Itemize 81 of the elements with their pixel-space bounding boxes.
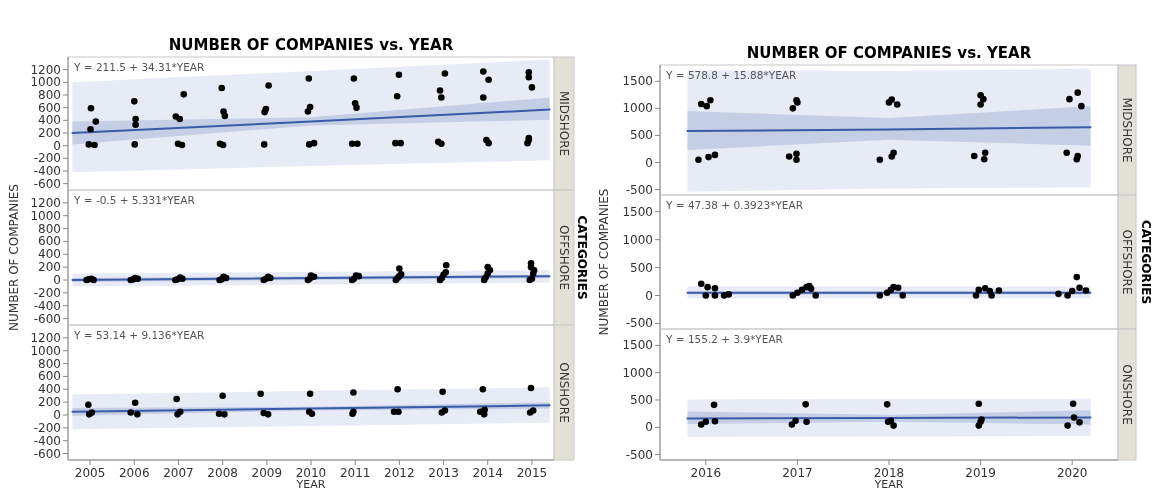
y-tick-label: 0: [645, 288, 653, 303]
text: CATEGORIES: [1139, 219, 1153, 305]
y-tick-label: 1000: [30, 208, 61, 223]
x-tick-label: 2007: [163, 466, 194, 480]
y-tick-label: 800: [38, 356, 61, 371]
y-tick-label: 200: [38, 395, 61, 410]
text: MIDSHORE: [1120, 97, 1134, 163]
y-tick-label: -500: [625, 182, 653, 197]
y-tick-label: 600: [38, 100, 61, 115]
text: OFFSHORE: [1120, 229, 1134, 295]
y-tick-label: -200: [33, 420, 61, 435]
x-tick-label: 2008: [207, 466, 238, 480]
y-tick-label: 600: [38, 234, 61, 249]
text: ONSHORE: [1120, 364, 1134, 425]
x-axis-title: YEAR: [295, 478, 326, 488]
y-tick-label: 1500: [622, 338, 653, 353]
y-axis-title: NUMBER OF COMPANIES: [597, 188, 611, 336]
y-tick-label: 0: [53, 273, 61, 287]
x-tick-label: 2013: [428, 466, 459, 480]
y-tick-label: 400: [38, 247, 61, 262]
y-tick-label: 0: [53, 138, 61, 153]
y-tick-label: -200: [33, 285, 61, 300]
y-axis-title: NUMBER OF COMPANIES: [7, 184, 21, 331]
text: CATEGORIES: [575, 215, 589, 300]
x-tick-label: 2014: [472, 466, 503, 480]
x-tick-label: 2012: [384, 466, 415, 480]
y-tick-label: -600: [33, 176, 61, 191]
x-tick-label: 2019: [965, 466, 996, 480]
y-tick-label: -400: [33, 298, 61, 313]
y-tick-label: -400: [33, 164, 61, 178]
x-tick-label: 2005: [74, 466, 106, 480]
y-tick-label: 400: [38, 113, 61, 128]
y-tick-label: 600: [38, 369, 61, 384]
annotation: Y = 47.38 + 0.3923*YEAR: [665, 199, 803, 211]
y-tick-label: 1000: [30, 75, 61, 90]
x-axis-title: YEAR: [873, 478, 904, 488]
annotation: Y = 155.2 + 3.9*YEAR: [665, 333, 783, 345]
y-tick-label: 800: [38, 221, 61, 236]
x-tick-label: 2010: [295, 466, 327, 480]
text: MIDSHORE: [557, 90, 571, 157]
y-tick-label: 1200: [30, 62, 61, 77]
chart-title: NUMBER OF COMPANIES vs. YEAR: [168, 36, 454, 54]
x-tick-label: 2017: [782, 466, 813, 480]
y-tick-label: -600: [33, 446, 61, 461]
y-tick-label: 1000: [622, 232, 653, 247]
y-tick-label: 500: [630, 260, 653, 275]
y-tick-label: 1000: [30, 343, 61, 358]
annotation: Y = 211.5 + 34.31*YEAR: [73, 61, 205, 73]
y-tick-label: -500: [625, 316, 653, 331]
chart-title: NUMBER OF COMPANIES vs. YEAR: [746, 44, 1032, 62]
y-tick-label: -400: [33, 433, 61, 448]
y-tick-label: 200: [38, 260, 61, 275]
x-tick-label: 2011: [339, 466, 371, 480]
x-tick-label: 2020: [1056, 466, 1088, 480]
x-tick-label: 2015: [516, 466, 548, 480]
y-tick-label: -200: [33, 151, 61, 166]
x-tick-label: 2006: [119, 466, 150, 480]
y-tick-label: 1500: [622, 204, 653, 219]
annotation: Y = -0.5 + 5.331*YEAR: [73, 194, 195, 206]
y-tick-label: -600: [33, 311, 61, 326]
x-tick-label: 2009: [251, 466, 283, 480]
y-tick-label: 1000: [622, 365, 653, 380]
y-tick-label: 1000: [622, 101, 653, 116]
x-tick-label: 2016: [690, 466, 722, 480]
y-tick-label: 0: [53, 408, 61, 422]
x-tick-label: 2018: [873, 466, 905, 480]
y-tick-label: 0: [645, 155, 653, 170]
y-tick-label: 1200: [30, 330, 61, 345]
y-tick-label: 500: [630, 128, 653, 143]
y-tick-label: 200: [38, 126, 61, 140]
annotation: Y = 578.8 + 15.88*YEAR: [665, 69, 797, 81]
text: ONSHORE: [557, 362, 571, 423]
y-tick-label: 400: [38, 382, 61, 397]
y-tick-label: 1500: [622, 74, 653, 89]
y-tick-label: -500: [625, 447, 653, 462]
y-tick-label: 500: [630, 392, 653, 407]
y-tick-label: 800: [38, 88, 61, 102]
annotation: Y = 53.14 + 9.136*YEAR: [73, 329, 205, 341]
y-tick-label: 0: [645, 420, 653, 435]
y-tick-label: 1200: [30, 195, 61, 210]
text: OFFSHORE: [557, 224, 571, 291]
